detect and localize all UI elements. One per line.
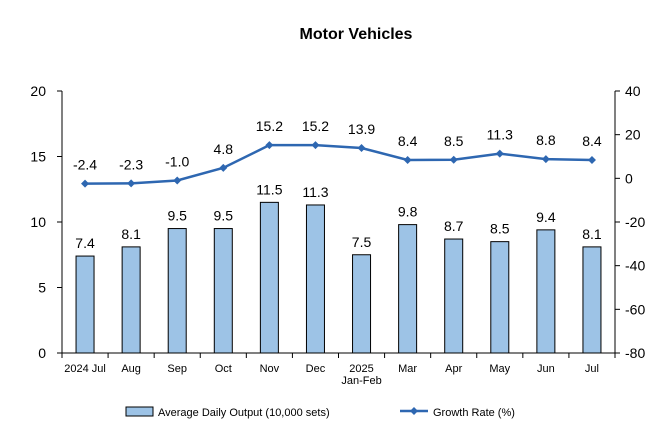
bar-data-label: 11.3 <box>302 184 328 200</box>
left-tick-label: 15 <box>30 149 46 165</box>
bar <box>398 224 418 354</box>
right-tick-label: -20 <box>625 214 645 230</box>
legend-bar-swatch <box>125 406 154 417</box>
growth-rate-marker <box>81 179 90 188</box>
growth-rate-line <box>85 143 592 185</box>
growth-rate-marker <box>219 163 228 172</box>
bar <box>444 238 464 354</box>
x-tick-label: May <box>489 363 510 375</box>
x-tick-label: Jun <box>537 363 555 375</box>
right-tick-label: 20 <box>625 127 641 143</box>
x-tick-label: Oct <box>215 363 232 375</box>
growth-rate-marker <box>311 141 320 150</box>
right-tick-label: -60 <box>625 301 645 317</box>
bar <box>305 204 325 354</box>
bar-data-label: 9.5 <box>214 208 234 224</box>
bar <box>167 228 187 354</box>
x-tick-label: Apr <box>445 363 462 375</box>
line-data-label: 15.2 <box>302 118 329 134</box>
left-tick-label: 20 <box>30 83 46 99</box>
bar <box>121 246 141 354</box>
bar-data-label: 8.7 <box>444 218 464 234</box>
right-tick-label: 40 <box>625 83 641 99</box>
line-data-label: 8.4 <box>398 133 418 149</box>
bar-data-label: 8.1 <box>121 226 141 242</box>
bar <box>536 229 556 354</box>
line-data-label: -2.3 <box>119 156 143 172</box>
bar-data-label: 8.1 <box>582 226 602 242</box>
bar <box>582 246 602 354</box>
line-data-label: 8.4 <box>582 133 602 149</box>
left-tick-label: 10 <box>30 214 46 230</box>
bar-data-label: 9.5 <box>167 208 187 224</box>
bar <box>213 228 233 354</box>
growth-rate-marker <box>357 143 366 152</box>
line-data-label: 8.8 <box>536 132 556 148</box>
x-tick-label: 2024 Jul <box>64 363 106 375</box>
legend-line-marker <box>410 407 418 415</box>
x-tick-label: Nov <box>260 363 280 375</box>
left-tick-label: 5 <box>38 280 46 296</box>
line-data-label: 15.2 <box>256 118 283 134</box>
line-data-label: 13.9 <box>348 121 375 137</box>
x-tick-label: Dec <box>306 363 326 375</box>
plot-area: 0 5 10 15 20 -80 -60 -40 -20 0 20 40 2024 Jul Aug Sep O… <box>30 83 645 387</box>
line-data-label: -2.4 <box>73 157 97 173</box>
x-tick-label: Sep <box>167 363 187 375</box>
line-data-label: -1.0 <box>165 154 189 170</box>
bar <box>352 254 372 354</box>
left-tick-label: 0 <box>38 345 46 361</box>
bar-data-label: 7.5 <box>352 234 372 250</box>
growth-rate-marker <box>403 155 412 164</box>
right-tick-label: -80 <box>625 345 645 361</box>
bar <box>490 241 510 354</box>
x-tick-label: Mar <box>398 363 417 375</box>
bar <box>259 201 279 354</box>
bar-data-label: 11.5 <box>256 181 282 197</box>
line-data-label: 11.3 <box>487 127 513 143</box>
legend: Average Daily Output (10,000 sets) Growth… <box>125 406 515 419</box>
right-tick-label: -40 <box>625 258 645 274</box>
chart-title: Motor Vehicles <box>300 26 413 43</box>
bar <box>75 255 95 354</box>
growth-rate-marker <box>265 141 274 150</box>
growth-rate-marker <box>587 155 596 164</box>
growth-rate-marker <box>495 149 504 158</box>
legend-line-label: Growth Rate (%) <box>433 407 515 419</box>
bar-data-label: 9.8 <box>398 204 418 220</box>
bar-data-label: 9.4 <box>536 209 556 225</box>
line-data-label: 4.8 <box>214 141 234 157</box>
x-tick-label: Jul <box>585 363 599 375</box>
bar-data-label: 7.4 <box>75 235 95 251</box>
right-tick-label: 0 <box>625 170 633 186</box>
bar-data-label: 8.5 <box>490 221 510 237</box>
x-tick-label: 2025 <box>349 363 373 375</box>
x-tick-label: Aug <box>121 363 141 375</box>
growth-rate-marker <box>173 176 182 185</box>
x-tick-label: Jan-Feb <box>341 375 381 387</box>
growth-rate-marker <box>449 155 458 164</box>
line-data-label: 8.5 <box>444 133 464 149</box>
legend-bar-label: Average Daily Output (10,000 sets) <box>158 407 330 419</box>
growth-rate-marker <box>127 179 136 188</box>
growth-rate-marker <box>541 155 550 164</box>
